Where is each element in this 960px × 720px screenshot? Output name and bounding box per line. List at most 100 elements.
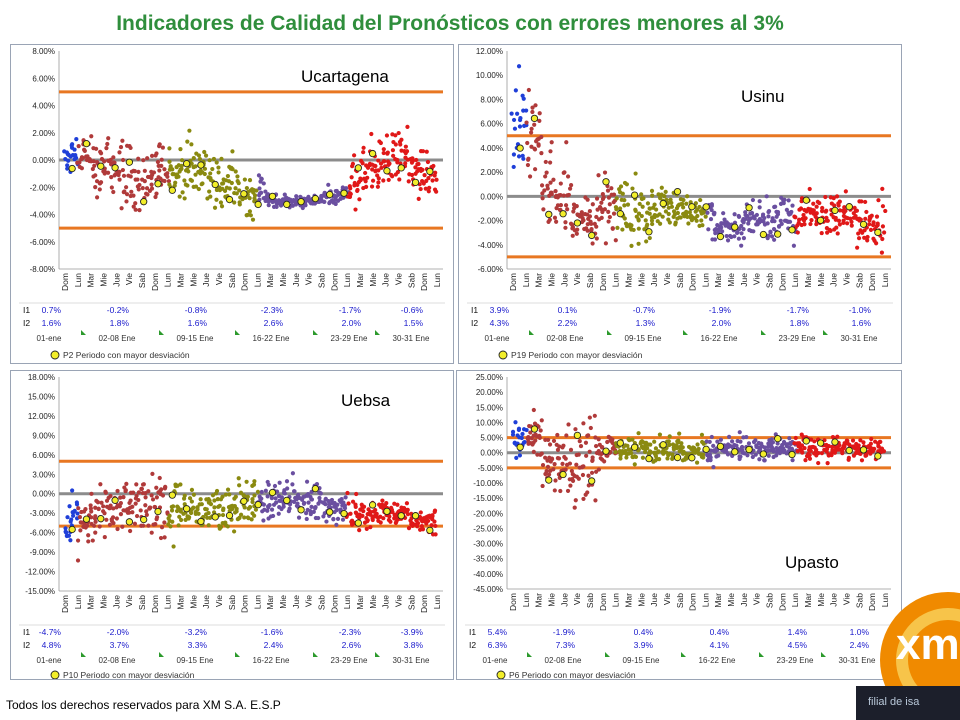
data-point [625, 443, 630, 448]
highlight-point [268, 488, 277, 497]
data-point [862, 235, 867, 240]
data-point [429, 523, 434, 528]
data-point [387, 514, 392, 519]
data-point [145, 192, 150, 197]
data-point [120, 167, 126, 173]
data-point [343, 495, 348, 500]
data-point [74, 137, 79, 142]
data-point [741, 236, 747, 241]
data-point [218, 524, 224, 530]
chart-panel-usinu: -6.00% -4.00% -2.00% 0.00% 2.00% 4.00% 6.00% 8.… [458, 44, 902, 364]
data-point [823, 194, 828, 200]
data-point [765, 221, 770, 226]
data-point [233, 186, 238, 191]
data-point [269, 507, 275, 512]
highlight-point [530, 425, 539, 433]
x-tick-label: Mar [623, 273, 633, 288]
data-point [675, 210, 680, 216]
data-point [539, 134, 544, 140]
table-row-label: I1 [469, 627, 476, 637]
data-point [741, 227, 746, 232]
legend-marker [496, 670, 506, 679]
x-tick-label: Lun [342, 273, 352, 287]
data-point [614, 196, 619, 201]
table-cell: 0.7% [42, 305, 62, 315]
data-point [707, 452, 713, 457]
data-point [144, 186, 150, 191]
data-point [752, 216, 757, 221]
data-point [700, 223, 705, 228]
data-point [165, 510, 170, 515]
legend-marker [50, 350, 60, 360]
y-tick-label: 12.00% [476, 47, 503, 56]
data-point [309, 497, 315, 502]
y-tick-label: 8.00% [32, 47, 55, 56]
data-point [881, 449, 887, 454]
data-point [242, 515, 247, 520]
data-point [589, 470, 595, 475]
x-tick-label: Dom [150, 595, 160, 613]
highlight-point [368, 501, 377, 509]
data-point [814, 204, 819, 209]
data-point [645, 222, 650, 227]
data-point [573, 427, 578, 432]
data-point [636, 241, 641, 246]
data-point [182, 178, 187, 183]
highlight-point [182, 160, 191, 168]
data-point [107, 522, 113, 527]
data-point [244, 185, 249, 191]
data-point [219, 156, 224, 161]
data-point [842, 205, 847, 210]
page-title: Indicadores de Calidad del Pronósticos c… [116, 12, 784, 35]
data-point [564, 433, 569, 438]
data-point [835, 231, 840, 236]
data-point [856, 443, 861, 448]
data-point [76, 506, 81, 511]
data-point [807, 456, 813, 461]
data-point [629, 243, 634, 248]
data-point [684, 201, 689, 206]
data-point [130, 504, 135, 509]
data-point [104, 517, 109, 522]
data-point [611, 192, 617, 197]
data-point [94, 146, 99, 151]
data-point [537, 111, 542, 116]
y-tick-label: -30.00% [473, 540, 503, 549]
chart-name: Upasto [785, 553, 839, 572]
table-cell: 1.3% [636, 318, 656, 328]
data-point [757, 205, 762, 210]
data-point [193, 172, 198, 177]
data-point [326, 498, 331, 504]
data-point [210, 166, 215, 172]
table-row-label: I2 [23, 318, 30, 328]
data-point [640, 455, 646, 460]
data-point [72, 508, 77, 513]
data-point [247, 196, 252, 201]
data-point [802, 445, 807, 451]
y-tick-label: 6.00% [32, 74, 55, 83]
highlight-point [154, 180, 162, 188]
data-point [158, 535, 164, 541]
x-tick-label: Dom [688, 273, 698, 291]
data-point [185, 139, 190, 144]
data-point [178, 482, 183, 487]
data-point [544, 170, 549, 175]
x-tick-label: Dom [60, 273, 70, 291]
data-point [179, 517, 184, 523]
data-point [106, 136, 111, 141]
highlight-point [588, 231, 596, 240]
data-point [189, 161, 194, 166]
y-tick-label: -6.00% [30, 529, 55, 538]
data-point [117, 177, 122, 182]
y-tick-label: -25.00% [473, 524, 503, 533]
data-point [390, 148, 396, 153]
x-tick-label: Dom [598, 273, 608, 291]
data-point [75, 558, 81, 563]
data-point [528, 430, 533, 435]
data-point [528, 130, 534, 135]
data-point [88, 503, 93, 508]
data-point [568, 483, 573, 488]
data-point [512, 126, 518, 131]
data-point [217, 503, 222, 508]
y-tick-label: 4.00% [480, 144, 503, 153]
